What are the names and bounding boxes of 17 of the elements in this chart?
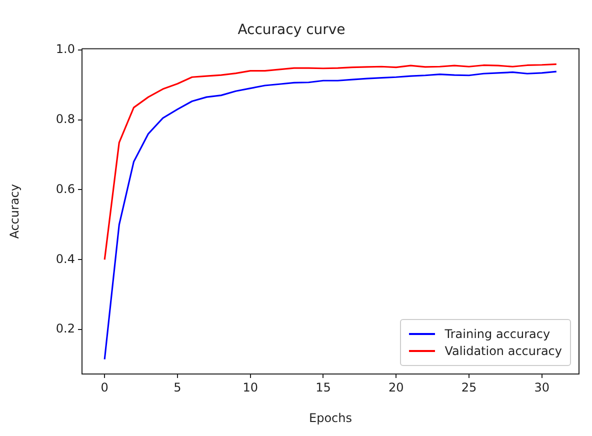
x-axis-title: Epochs bbox=[309, 410, 352, 425]
x-tick-label: 15 bbox=[316, 380, 331, 394]
y-tick-label: 0.2 bbox=[56, 322, 75, 336]
legend-label: Validation accuracy bbox=[444, 344, 562, 358]
y-axis-title: Accuracy bbox=[7, 184, 22, 239]
x-tick-label: 25 bbox=[461, 380, 477, 394]
chart-title: Accuracy curve bbox=[238, 22, 346, 38]
y-tick-label: 0.4 bbox=[56, 252, 75, 266]
legend-label: Training accuracy bbox=[444, 327, 550, 341]
y-tick-label: 0.8 bbox=[56, 112, 75, 126]
x-tick-label: 0 bbox=[100, 380, 108, 394]
x-tick-label: 10 bbox=[242, 380, 258, 394]
y-tick-label: 0.6 bbox=[56, 182, 75, 196]
x-tick-label: 20 bbox=[388, 380, 404, 394]
x-tick-label: 5 bbox=[174, 380, 182, 394]
x-tick-label: 30 bbox=[534, 380, 550, 394]
y-tick-label: 1.0 bbox=[56, 42, 75, 56]
